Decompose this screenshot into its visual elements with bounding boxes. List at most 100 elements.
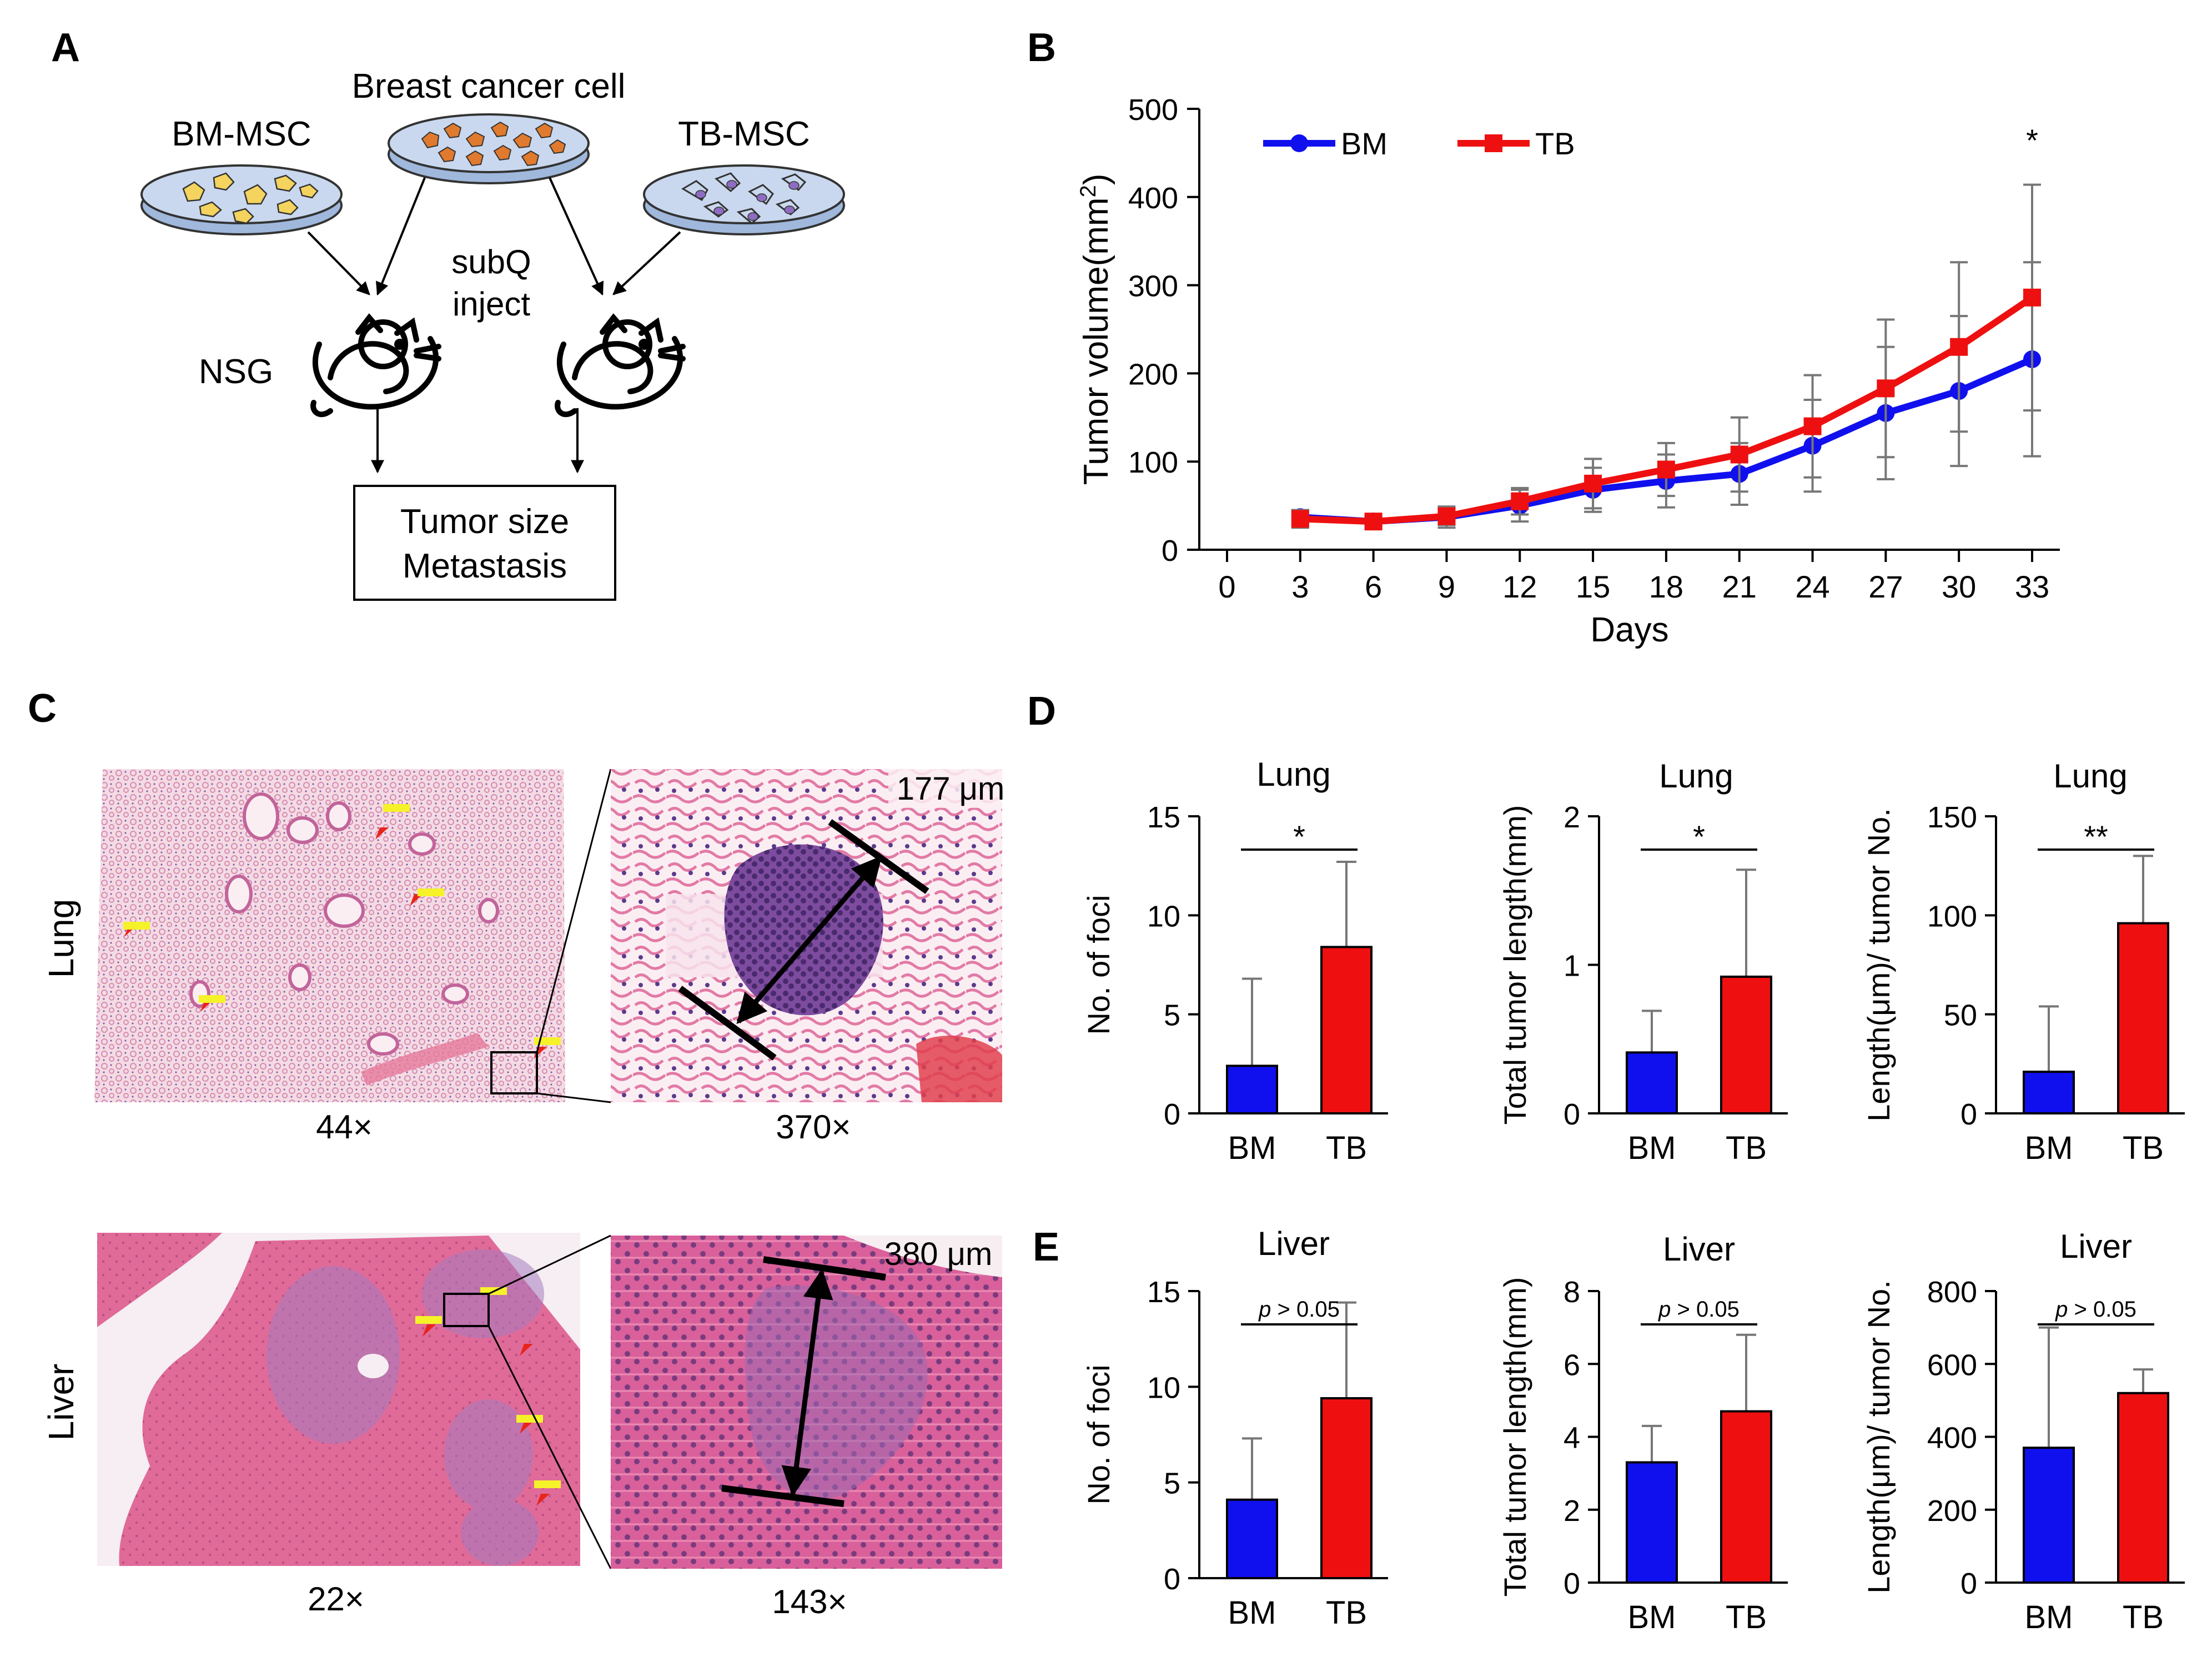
outcome-line1: Tumor size bbox=[400, 503, 569, 541]
y-tick-label: 100 bbox=[1128, 446, 1178, 479]
y-axis-title: No. of foci bbox=[1081, 895, 1116, 1035]
y-axis-title: Total tumor length(mm) bbox=[1497, 1277, 1532, 1597]
y-tick-label: 15 bbox=[1147, 801, 1180, 834]
x-tick-label: 12 bbox=[1502, 569, 1537, 604]
bar-tb bbox=[1320, 1397, 1373, 1580]
inject-label: inject bbox=[453, 285, 530, 323]
mouse-icon bbox=[555, 313, 686, 418]
data-point-tb bbox=[1803, 417, 1822, 435]
bar-bm bbox=[1626, 1051, 1678, 1114]
liver-low-mag-label: 22× bbox=[308, 1580, 364, 1618]
bar-bm bbox=[1626, 1461, 1678, 1584]
liver-length-per-tumor-chart: Liver 0 200 400 600 800 Length(μm)/ tumor No. B… bbox=[1861, 1228, 2185, 1635]
x-tick-label: 33 bbox=[2015, 569, 2049, 604]
bar-bm bbox=[1226, 1065, 1278, 1115]
tb-msc-label: TB-MSC bbox=[678, 115, 810, 153]
x-tick-label: 21 bbox=[1722, 569, 1757, 604]
panel-label-d: D bbox=[1027, 689, 1056, 734]
mouse-icon bbox=[310, 313, 441, 418]
lung-high-mag-image: 177 μm bbox=[611, 769, 1004, 1102]
lung-measure-label: 177 μm bbox=[897, 771, 1005, 807]
liver-high-mag-label: 143× bbox=[772, 1583, 847, 1620]
liver-row-label: Liver bbox=[41, 1364, 81, 1441]
data-point-tb bbox=[1657, 460, 1675, 479]
lung-length-chart: Lung 0 1 2 Total tumor length(mm) BM TB * bbox=[1497, 757, 1788, 1166]
liver-zoom-box bbox=[443, 1293, 490, 1327]
y-tick-label: 0 bbox=[1960, 1567, 1977, 1600]
y-axis-title: No. of foci bbox=[1081, 1364, 1116, 1504]
y-tick-label: 300 bbox=[1128, 270, 1178, 303]
y-tick-label: 0 bbox=[1564, 1567, 1580, 1600]
bm-msc-dish bbox=[140, 164, 343, 235]
x-axis-title: Days bbox=[1590, 611, 1668, 649]
y-tick-label: 0 bbox=[1164, 1563, 1180, 1596]
bar-tb bbox=[2117, 922, 2169, 1114]
liver-measure-label: 380 μm bbox=[884, 1236, 993, 1272]
significance-label: ** bbox=[2084, 819, 2108, 854]
legend-marker bbox=[1290, 134, 1308, 152]
bar-bm bbox=[2023, 1447, 2075, 1584]
x-tick-label: TB bbox=[1326, 1130, 1367, 1166]
significance-label: p > 0.05 bbox=[1658, 1297, 1740, 1322]
significance-star: * bbox=[2026, 123, 2038, 158]
y-tick-label: 150 bbox=[1927, 801, 1977, 834]
x-tick-label: 3 bbox=[1291, 569, 1309, 604]
y-tick-label: 2 bbox=[1564, 801, 1580, 834]
y-tick-label: 15 bbox=[1147, 1276, 1180, 1309]
liver-foci-chart: Liver 0 5 10 15 No. of foci BM TB p > 0.05 bbox=[1081, 1225, 1388, 1631]
y-tick-label: 400 bbox=[1927, 1422, 1977, 1455]
x-tick-label: BM bbox=[2025, 1599, 2073, 1635]
panel-label-e: E bbox=[1033, 1225, 1059, 1269]
chart-title: Liver bbox=[1258, 1225, 1330, 1262]
significance-label: p > 0.05 bbox=[2055, 1297, 2136, 1322]
x-tick-label: BM bbox=[1228, 1595, 1276, 1631]
x-tick-label: TB bbox=[1726, 1599, 1767, 1635]
lung-zoom-box bbox=[490, 1051, 538, 1094]
outcome-box bbox=[353, 485, 616, 601]
data-point-tb bbox=[1437, 507, 1456, 525]
x-tick-label: BM bbox=[1228, 1130, 1276, 1166]
x-tick-label: BM bbox=[1628, 1130, 1676, 1166]
y-tick-label: 100 bbox=[1927, 900, 1977, 933]
legend-label-bm: BM bbox=[1341, 126, 1387, 161]
y-tick-label: 800 bbox=[1927, 1276, 1977, 1309]
legend-label-tb: TB bbox=[1535, 126, 1575, 161]
chart-title: Lung bbox=[2053, 757, 2127, 795]
bar-bm bbox=[2023, 1071, 2075, 1114]
lung-low-mag-label: 44× bbox=[316, 1108, 373, 1146]
x-tick-label: 0 bbox=[1218, 569, 1235, 604]
x-tick-label: 24 bbox=[1795, 569, 1829, 604]
data-point-tb bbox=[2023, 288, 2041, 307]
y-axis-title: Length(μm)/ tumor No. bbox=[1861, 1280, 1896, 1593]
y-tick-label: 600 bbox=[1927, 1348, 1977, 1382]
x-tick-label: BM bbox=[2025, 1130, 2073, 1166]
schematic-panel: Breast cancer cell BM-MSC TB-MSC bbox=[140, 67, 845, 601]
x-tick-label: 9 bbox=[1438, 569, 1455, 604]
breast-cancer-dish bbox=[388, 113, 590, 184]
y-tick-label: 2 bbox=[1564, 1494, 1580, 1528]
data-point-tb bbox=[1950, 338, 1968, 356]
x-tick-label: 15 bbox=[1576, 569, 1610, 604]
x-tick-label: 27 bbox=[1868, 569, 1903, 604]
tb-msc-dish bbox=[643, 164, 845, 235]
x-tick-label: TB bbox=[1726, 1130, 1767, 1166]
y-tick-label: 10 bbox=[1147, 900, 1180, 933]
x-tick-label: 18 bbox=[1649, 569, 1683, 604]
liver-low-mag-image bbox=[97, 1233, 580, 1566]
data-point-tb bbox=[1584, 474, 1602, 493]
x-tick-label: TB bbox=[1326, 1595, 1367, 1631]
tumor-volume-chart: 0 100 200 300 400 500 0 3 6 9 12 15 18 21 24 27 30 33 Days… bbox=[1076, 93, 2060, 649]
y-tick-label: 0 bbox=[1960, 1098, 1977, 1131]
y-axis-title: Total tumor length(mm) bbox=[1497, 805, 1532, 1125]
y-axis-title: Length(μm)/ tumor No. bbox=[1861, 808, 1896, 1121]
y-tick-label: 0 bbox=[1162, 534, 1178, 568]
liver-high-mag-image: 380 μm bbox=[611, 1236, 1002, 1569]
y-tick-label: 1 bbox=[1564, 950, 1580, 983]
x-tick-label: 6 bbox=[1365, 569, 1382, 604]
bar-tb bbox=[1720, 1410, 1772, 1584]
y-tick-label: 0 bbox=[1164, 1098, 1180, 1131]
lung-length-per-tumor-chart: Lung 0 50 100 150 Length(μm)/ tumor No. BM TB ** bbox=[1861, 757, 2185, 1166]
significance-label: * bbox=[1293, 819, 1305, 854]
panel-label-a: A bbox=[51, 26, 80, 70]
